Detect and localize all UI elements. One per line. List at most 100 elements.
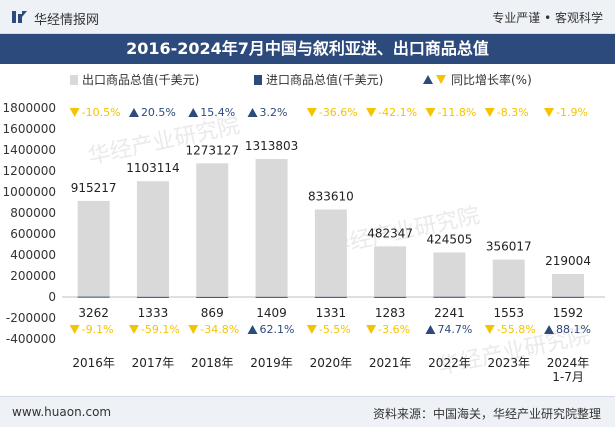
import-yoy-up-icon — [544, 325, 555, 334]
export-value-label: 1103114 — [126, 161, 179, 175]
export-value-label: 915217 — [71, 181, 117, 195]
export-yoy-label: 15.4% — [200, 106, 235, 119]
export-yoy-down-icon — [306, 108, 317, 117]
import-bar — [314, 296, 347, 298]
import-yoy-up-icon — [247, 325, 258, 334]
export-bar — [77, 200, 110, 297]
export-value-label: 219004 — [545, 254, 591, 268]
import-bar — [196, 296, 229, 298]
x-tick-label: 2020年 — [310, 356, 353, 370]
import-yoy-label: -59.1% — [141, 323, 180, 336]
export-yoy-label: 3.2% — [260, 106, 288, 119]
x-tick-label: 2023年 — [487, 356, 530, 370]
import-yoy-label: 62.1% — [260, 323, 295, 336]
chart-title: 2016-2024年7月中国与叙利亚进、出口商品总值 — [126, 39, 489, 58]
x-tick-label: 2021年 — [369, 356, 412, 370]
import-bar — [492, 296, 525, 298]
website-link[interactable]: www.huaon.com — [12, 405, 112, 419]
export-yoy-down-icon — [425, 108, 436, 117]
import-yoy-down-icon — [484, 325, 495, 334]
export-bar — [433, 252, 466, 297]
import-value-label: 3262 — [78, 306, 109, 320]
export-value-label: 356017 — [486, 240, 532, 254]
import-yoy-label: -3.6% — [378, 323, 410, 336]
brand-name: 华经情报网 — [34, 13, 100, 28]
export-bar — [492, 259, 525, 297]
x-tick-label: 2018年 — [191, 356, 234, 370]
import-yoy-down-icon — [128, 325, 139, 334]
export-yoy-label: 20.5% — [141, 106, 176, 119]
x-tick-label: 2017年 — [132, 356, 175, 370]
import-bar — [77, 296, 110, 298]
import-bar — [136, 296, 169, 298]
y-tick-label: 1200000 — [3, 164, 56, 178]
import-bar — [374, 296, 407, 298]
import-yoy-down-icon — [188, 325, 199, 334]
export-value-label: 1273127 — [186, 143, 239, 157]
import-value-label: 2241 — [434, 306, 465, 320]
export-value-label: 424505 — [427, 232, 473, 246]
y-tick-label: 1600000 — [3, 122, 56, 136]
legend-import-label: 进口商品总值(千美元) — [266, 72, 383, 87]
slogan: 专业严谨 • 客观科学 — [492, 11, 603, 25]
x-tick-label: 1-7月 — [552, 370, 584, 384]
data-source: 资料来源：中国海关，华经产业研究院整理 — [372, 407, 601, 421]
export-yoy-down-icon — [366, 108, 377, 117]
category-group: 482347 1283 -42.1% -3.6% 2021年 — [366, 106, 417, 370]
y-tick-label: 600000 — [10, 227, 56, 241]
category-group: 424505 2241 -11.8% 74.7% 2022年 — [425, 106, 476, 370]
y-tick-label: 1400000 — [3, 143, 56, 157]
y-tick-label: -200000 — [6, 311, 56, 325]
category-group: 1273127 869 15.4% -34.8% 2018年 — [186, 106, 240, 370]
import-yoy-down-icon — [69, 325, 80, 334]
import-value-label: 1409 — [256, 306, 287, 320]
export-bar — [374, 246, 407, 297]
export-value-label: 1313803 — [245, 139, 298, 153]
import-yoy-down-icon — [306, 325, 317, 334]
export-bar — [552, 274, 585, 297]
export-yoy-down-icon — [484, 108, 495, 117]
export-yoy-down-icon — [69, 108, 80, 117]
y-tick-label: 400000 — [10, 248, 56, 262]
footer-bar: www.huaon.com 资料来源：中国海关，华经产业研究院整理 — [0, 396, 615, 427]
y-tick-label: 800000 — [10, 206, 56, 220]
import-value-label: 1331 — [316, 306, 347, 320]
import-yoy-up-icon — [425, 325, 436, 334]
export-yoy-label: -8.3% — [497, 106, 529, 119]
export-bar — [196, 163, 229, 297]
category-group: 1313803 1409 3.2% 62.1% 2019年 — [245, 106, 298, 370]
export-yoy-label: -36.6% — [319, 106, 358, 119]
y-tick-label: 1000000 — [3, 185, 56, 199]
export-yoy-up-icon — [128, 108, 139, 117]
y-tick-label: -400000 — [6, 332, 56, 346]
x-tick-label: 2024年 — [547, 356, 590, 370]
export-yoy-up-icon — [188, 108, 199, 117]
y-tick-label: 0 — [48, 290, 56, 304]
x-tick-label: 2016年 — [72, 356, 115, 370]
huajing-logo-icon — [12, 11, 27, 23]
import-yoy-label: 88.1% — [556, 323, 591, 336]
export-value-label: 833610 — [308, 189, 354, 203]
category-group: 1103114 1333 20.5% -59.1% 2017年 — [126, 106, 180, 370]
y-tick-label: 200000 — [10, 269, 56, 283]
legend-down-triangle-icon — [436, 75, 446, 84]
title-bar: 2016-2024年7月中国与叙利亚进、出口商品总值 — [0, 34, 615, 64]
export-yoy-label: -42.1% — [378, 106, 417, 119]
import-yoy-label: -34.8% — [200, 323, 239, 336]
y-axis: 1800000 1600000 1400000 1200000 1000000 80000… — [3, 101, 56, 346]
import-value-label: 1283 — [375, 306, 406, 320]
export-yoy-up-icon — [247, 108, 258, 117]
category-group: 833610 1331 -36.6% -5.5% 2020年 — [306, 106, 358, 370]
export-yoy-label: -11.8% — [437, 106, 476, 119]
export-value-label: 482347 — [367, 226, 413, 240]
export-bar — [136, 181, 169, 297]
legend-yoy-label: 同比增长率(%) — [451, 72, 532, 87]
import-bar — [433, 296, 466, 298]
import-yoy-down-icon — [366, 325, 377, 334]
x-tick-label: 2019年 — [250, 356, 293, 370]
export-yoy-label: -1.9% — [556, 106, 588, 119]
y-tick-label: 1800000 — [3, 101, 56, 115]
import-bar — [552, 296, 585, 298]
x-tick-label: 2022年 — [428, 356, 471, 370]
export-yoy-down-icon — [544, 108, 555, 117]
